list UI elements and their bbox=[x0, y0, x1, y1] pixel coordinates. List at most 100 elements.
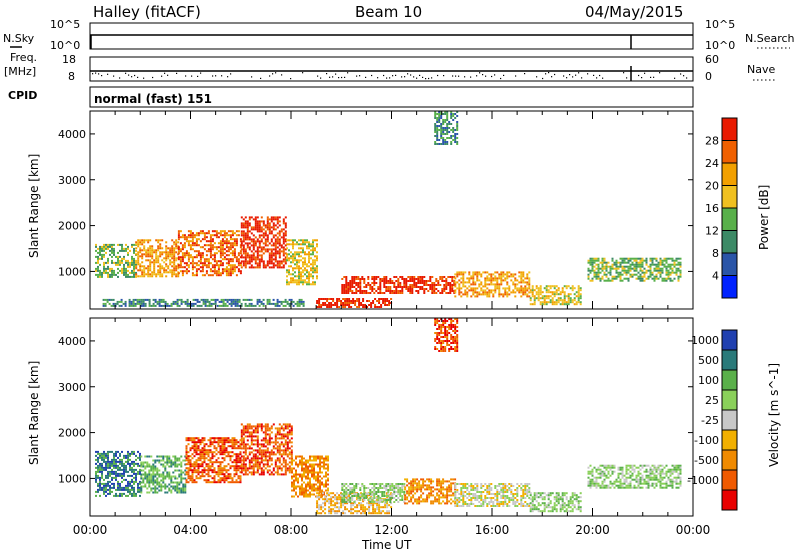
power-echo-cell bbox=[268, 256, 271, 259]
velocity-echo-cell bbox=[201, 463, 204, 466]
power-echo-cell bbox=[191, 262, 194, 265]
power-echo-cell bbox=[250, 258, 253, 261]
power-echo-cell bbox=[99, 271, 101, 274]
velocity-echo-cell bbox=[315, 455, 317, 458]
velocity-echo-cell bbox=[311, 483, 313, 486]
power-echo-cell bbox=[312, 269, 314, 272]
velocity-echo-cell bbox=[121, 450, 123, 453]
power-echo-cell bbox=[149, 261, 152, 264]
power-echo-cell bbox=[233, 240, 236, 243]
power-echo-cell bbox=[197, 260, 200, 263]
power-echo-cell bbox=[270, 260, 273, 263]
velocity-echo-cell bbox=[213, 441, 216, 444]
power-echo-cell bbox=[643, 267, 646, 270]
power-echo-cell bbox=[270, 250, 273, 253]
power-echo-cell bbox=[334, 304, 337, 306]
power-echo-cell bbox=[171, 239, 174, 242]
velocity-echo-cell bbox=[248, 431, 251, 434]
power-echo-cell bbox=[300, 247, 302, 250]
velocity-echo-cell bbox=[256, 469, 259, 472]
power-echo-cell bbox=[246, 224, 249, 227]
power-echo-cell bbox=[623, 267, 626, 270]
power-echo-cell bbox=[221, 262, 224, 265]
velocity-echo-cell bbox=[260, 449, 263, 452]
power-echo-cell bbox=[137, 251, 140, 254]
velocity-echo-cell bbox=[223, 441, 226, 444]
power-echo-cell bbox=[268, 248, 271, 251]
power-echo-cell bbox=[266, 234, 269, 237]
power-echo-cell bbox=[296, 275, 298, 278]
power-echo-cell bbox=[454, 129, 457, 131]
power-echo-cell bbox=[276, 250, 279, 253]
velocity-echo-cell bbox=[137, 488, 139, 491]
power-echo-cell bbox=[641, 263, 644, 266]
power-echo-cell bbox=[121, 243, 123, 246]
velocity-echo-cell bbox=[144, 485, 147, 488]
power-echo-cell bbox=[431, 292, 434, 294]
velocity-echo-cell bbox=[301, 459, 303, 462]
power-echo-cell bbox=[549, 301, 552, 304]
velocity-echo-cell bbox=[135, 458, 137, 461]
power-echo-cell bbox=[363, 292, 366, 294]
power-echo-cell bbox=[447, 276, 450, 278]
velocity-echo-cell bbox=[270, 473, 273, 476]
power-echo-cell bbox=[137, 275, 140, 278]
velocity-echo-cell bbox=[131, 466, 133, 469]
power-echo-cell bbox=[103, 245, 105, 248]
velocity-echo-cell bbox=[225, 479, 228, 482]
velocity-echo-cell bbox=[162, 463, 165, 466]
power-echo-cell bbox=[193, 236, 196, 239]
velocity-echo-cell bbox=[119, 488, 121, 491]
power-echo-cell bbox=[266, 298, 269, 301]
power-echo-cell bbox=[645, 263, 648, 266]
power-echo-cell bbox=[434, 129, 437, 131]
velocity-echo-cell bbox=[185, 439, 188, 442]
velocity-echo-cell bbox=[97, 474, 99, 477]
power-echo-cell bbox=[175, 241, 178, 244]
power-echo-cell bbox=[298, 269, 300, 272]
velocity-echo-cell bbox=[184, 487, 187, 490]
velocity-echo-cell bbox=[293, 459, 295, 462]
power-echo-cell bbox=[115, 263, 117, 266]
power-echo-cell bbox=[597, 267, 600, 270]
power-echo-cell bbox=[262, 232, 265, 235]
velocity-echo-cell bbox=[215, 453, 218, 456]
power-echo-cell bbox=[294, 267, 296, 270]
power-echo-cell bbox=[142, 300, 145, 303]
power-echo-cell bbox=[284, 298, 287, 301]
power-echo-cell bbox=[155, 261, 158, 264]
power-echo-cell bbox=[468, 271, 471, 274]
power-echo-cell bbox=[238, 304, 241, 307]
power-echo-cell bbox=[237, 264, 240, 267]
velocity-echo-cell bbox=[117, 474, 119, 477]
power-echo-cell bbox=[304, 279, 306, 282]
velocity-echo-cell bbox=[123, 468, 125, 471]
power-echo-cell bbox=[318, 298, 321, 300]
velocity-echo-cell bbox=[189, 459, 192, 462]
velocity-echo-cell bbox=[250, 443, 253, 446]
power-colorbar-swatch bbox=[722, 253, 737, 276]
power-echo-cell bbox=[145, 249, 148, 252]
power-echo-cell bbox=[266, 260, 269, 263]
power-echo-cell bbox=[222, 300, 225, 303]
velocity-echo-cell bbox=[229, 475, 232, 478]
power-echo-cell bbox=[286, 271, 288, 274]
power-echo-cell bbox=[215, 274, 218, 277]
power-echo-cell bbox=[526, 283, 529, 286]
power-echo-cell bbox=[292, 259, 294, 262]
nave-dot bbox=[389, 77, 391, 79]
power-echo-cell bbox=[278, 256, 281, 259]
power-echo-cell bbox=[223, 248, 226, 251]
power-echo-cell bbox=[577, 301, 580, 304]
velocity-echo-cell bbox=[154, 469, 157, 472]
power-echo-cell bbox=[246, 254, 249, 257]
power-echo-cell bbox=[248, 230, 251, 233]
power-echo-cell bbox=[219, 234, 222, 237]
power-echo-cell bbox=[179, 264, 182, 267]
power-echo-cell bbox=[474, 283, 477, 286]
power-echo-cell bbox=[355, 290, 358, 292]
power-echo-cell bbox=[179, 248, 182, 251]
power-echo-cell bbox=[456, 273, 459, 276]
power-echo-cell bbox=[252, 238, 255, 241]
velocity-echo-cell bbox=[288, 425, 291, 428]
